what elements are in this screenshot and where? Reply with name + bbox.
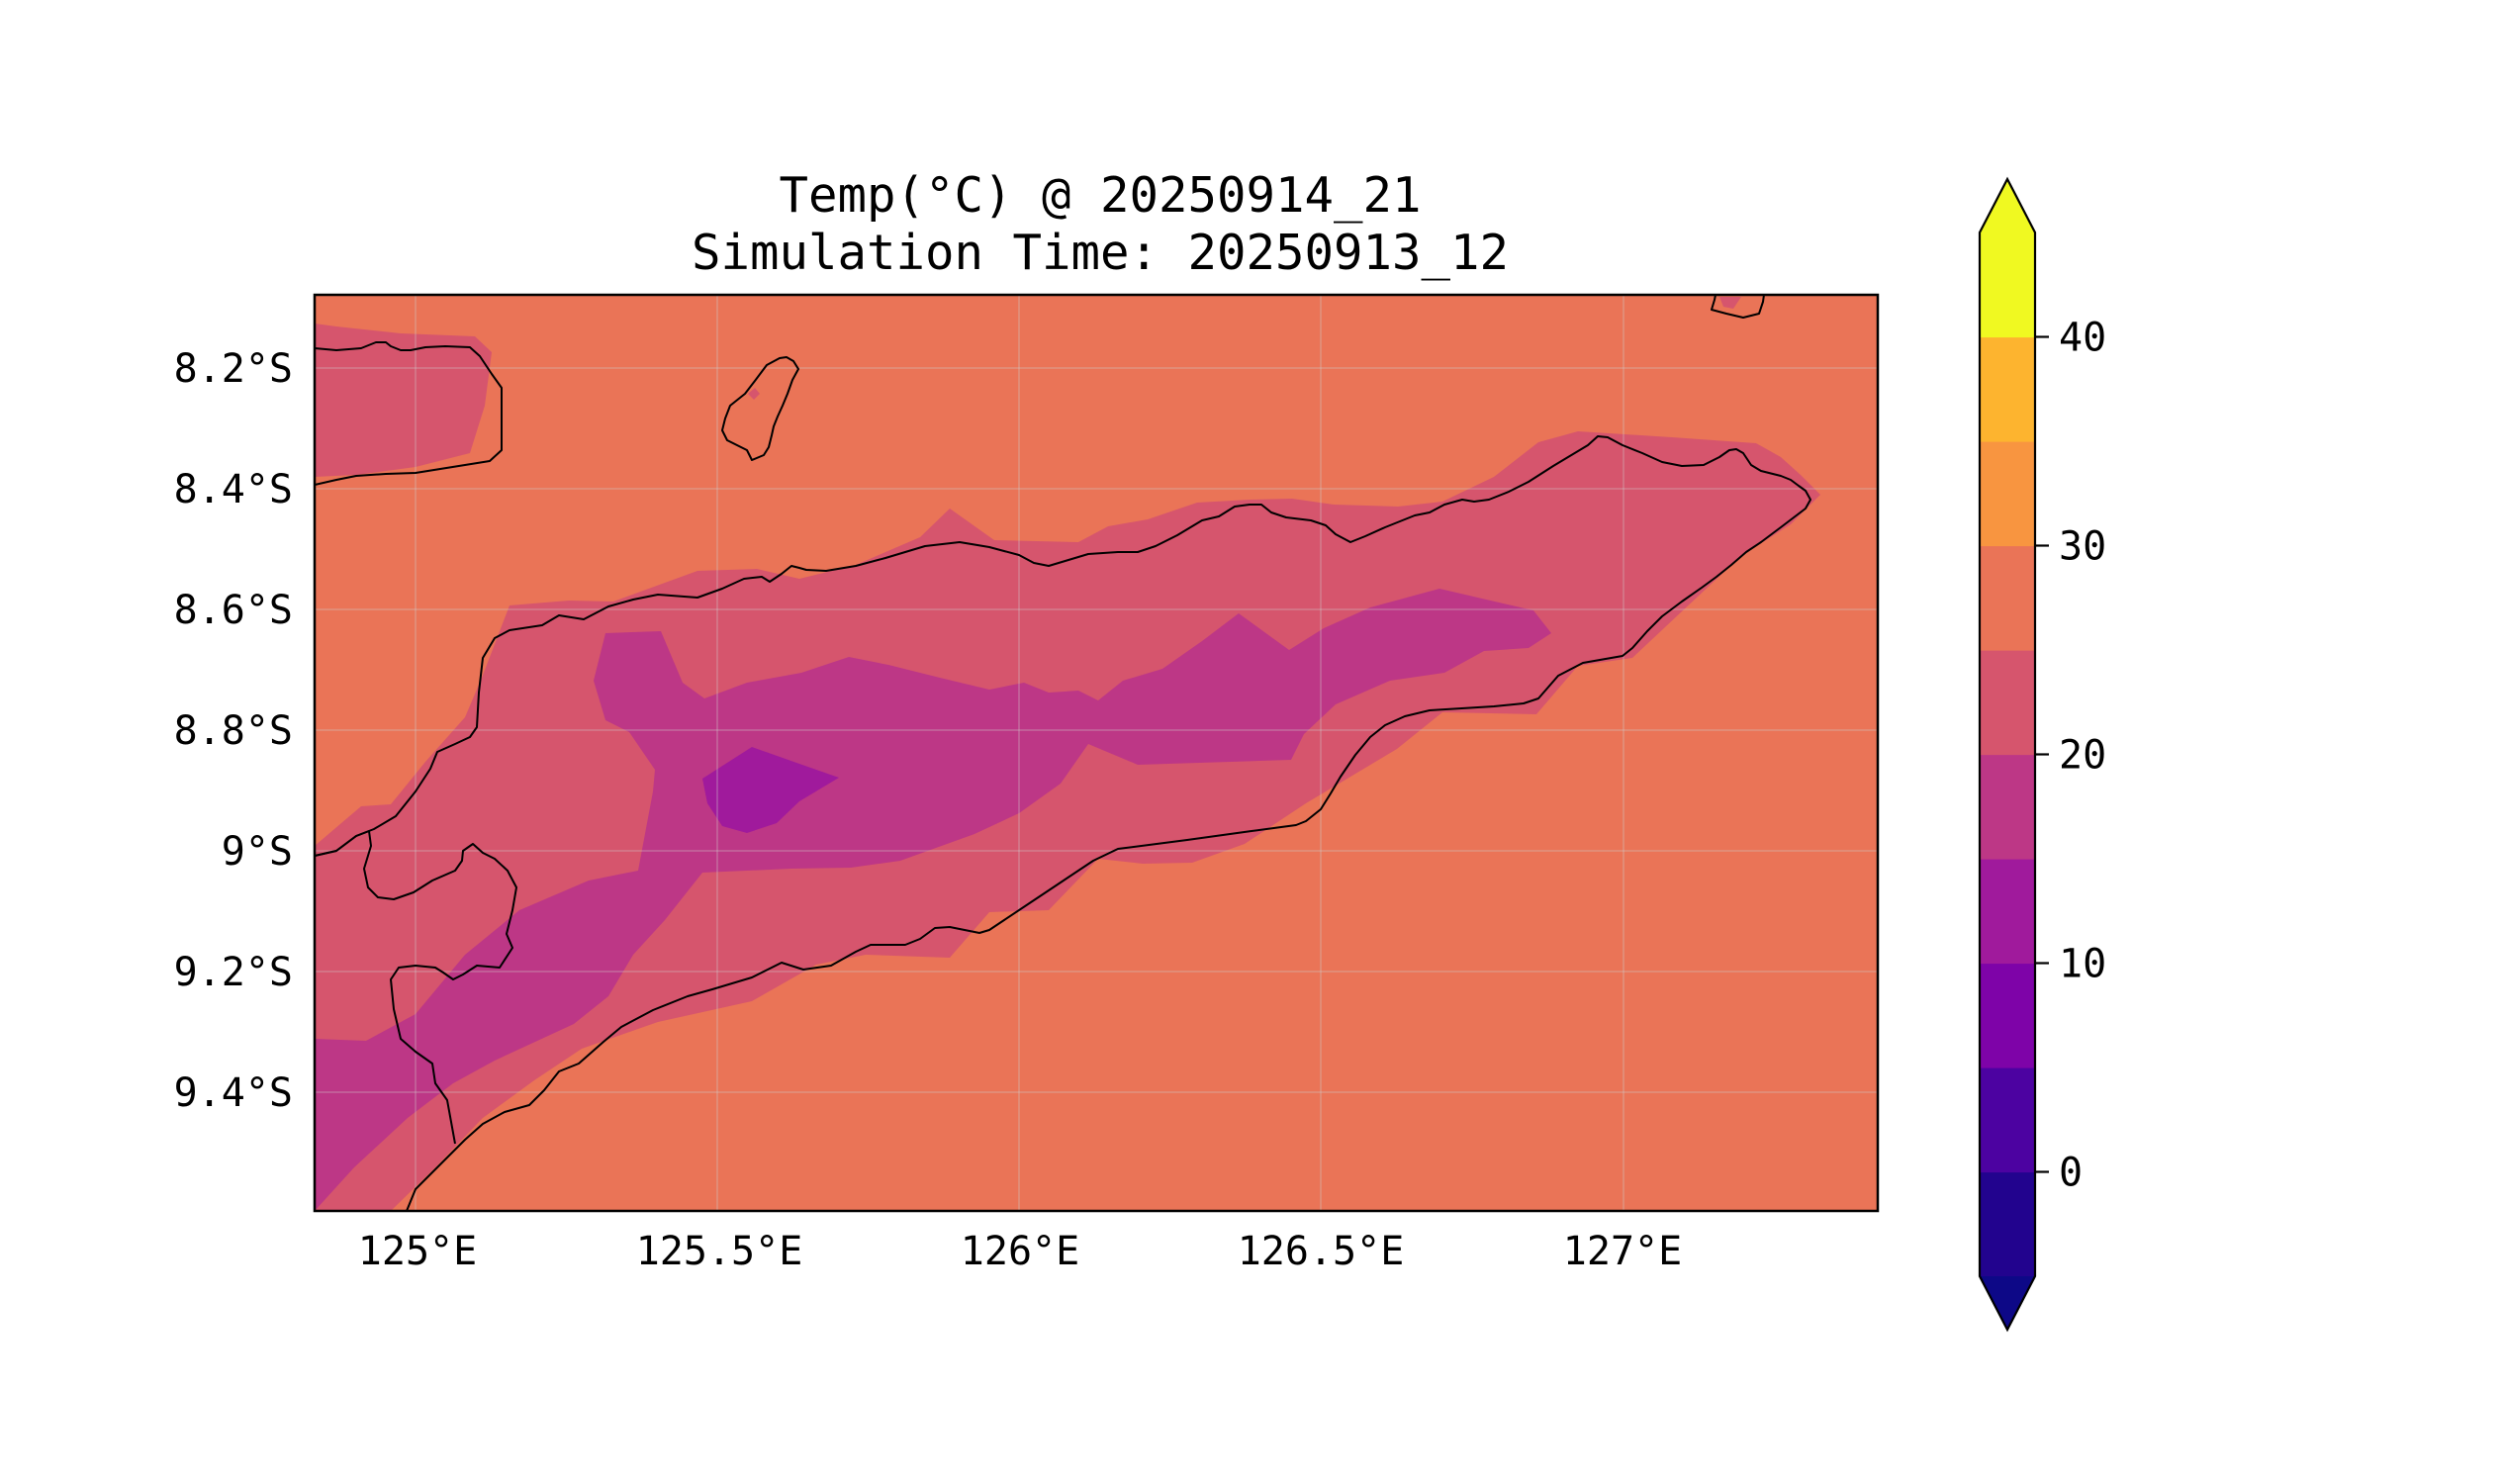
coastlines xyxy=(315,295,1811,1211)
map-panel xyxy=(313,293,1880,1213)
colorbar-extend-max xyxy=(1980,179,2035,232)
colorbar: 0 10 20 30 40 xyxy=(1978,176,2106,1333)
map-frame xyxy=(313,293,1880,1213)
colorbar-band xyxy=(1980,650,2035,756)
contour-20-25-ne-islet xyxy=(1719,297,1741,309)
colorbar-band xyxy=(1980,859,2035,965)
colorbar-band xyxy=(1980,336,2035,442)
colorbar-band xyxy=(1980,545,2035,651)
colorbar-tick-label: 30 xyxy=(2059,524,2106,570)
colorbar-tick-label: 10 xyxy=(2059,942,2106,987)
x-tick-label: 125°E xyxy=(358,1229,477,1274)
y-tick-label: 8.6°S xyxy=(174,588,293,633)
x-axis-labels: 125°E 125.5°E 126°E 126.5°E 127°E xyxy=(358,1229,1682,1274)
x-tick-label: 127°E xyxy=(1563,1229,1682,1274)
y-tick-label: 9.4°S xyxy=(174,1070,293,1116)
chart-title-line1: Temp(°C) @ 20250914_21 xyxy=(779,167,1421,224)
colorbar-band xyxy=(1980,1067,2035,1173)
y-tick-label: 8.4°S xyxy=(174,467,293,512)
contour-20-25-nw xyxy=(315,324,492,477)
x-tick-label: 126°E xyxy=(961,1229,1079,1274)
colorbar-extend-min xyxy=(1980,1276,2035,1330)
gridlines xyxy=(315,295,1878,1211)
colorbar-outline xyxy=(1978,176,2037,1333)
y-tick-label: 9.2°S xyxy=(174,950,293,995)
x-tick-label: 125.5°E xyxy=(636,1229,803,1274)
contour-10-15 xyxy=(702,747,839,833)
contour-15-20-main xyxy=(315,589,1551,1211)
coastline-timor-north xyxy=(315,435,1811,1211)
colorbar-band xyxy=(1980,963,2035,1068)
colorbar-tick-label: 20 xyxy=(2059,733,2106,779)
x-tick-label: 126.5°E xyxy=(1238,1229,1405,1274)
coastline-ne-islet xyxy=(1711,295,1765,319)
colorbar-band xyxy=(1980,754,2035,860)
coastline-atauro xyxy=(721,356,799,461)
y-axis-labels: 8.2°S 8.4°S 8.6°S 8.8°S 9°S 9.2°S 9.4°S xyxy=(174,346,293,1116)
colorbar-band xyxy=(1980,232,2035,338)
colorbar-band xyxy=(1980,1171,2035,1277)
coastline-border xyxy=(315,830,517,1145)
y-tick-label: 9°S xyxy=(222,829,293,875)
colorbar-tick-label: 0 xyxy=(2059,1151,2083,1196)
y-tick-label: 8.8°S xyxy=(174,708,293,754)
coastline-flores-wetar xyxy=(315,341,503,486)
chart-title-line2: Simulation Time: 20250913_12 xyxy=(692,225,1509,281)
contour-20-25-speck xyxy=(748,388,760,400)
colorbar-band xyxy=(1980,441,2035,547)
colorbar-tick-label: 40 xyxy=(2059,316,2106,361)
y-tick-label: 8.2°S xyxy=(174,346,293,392)
